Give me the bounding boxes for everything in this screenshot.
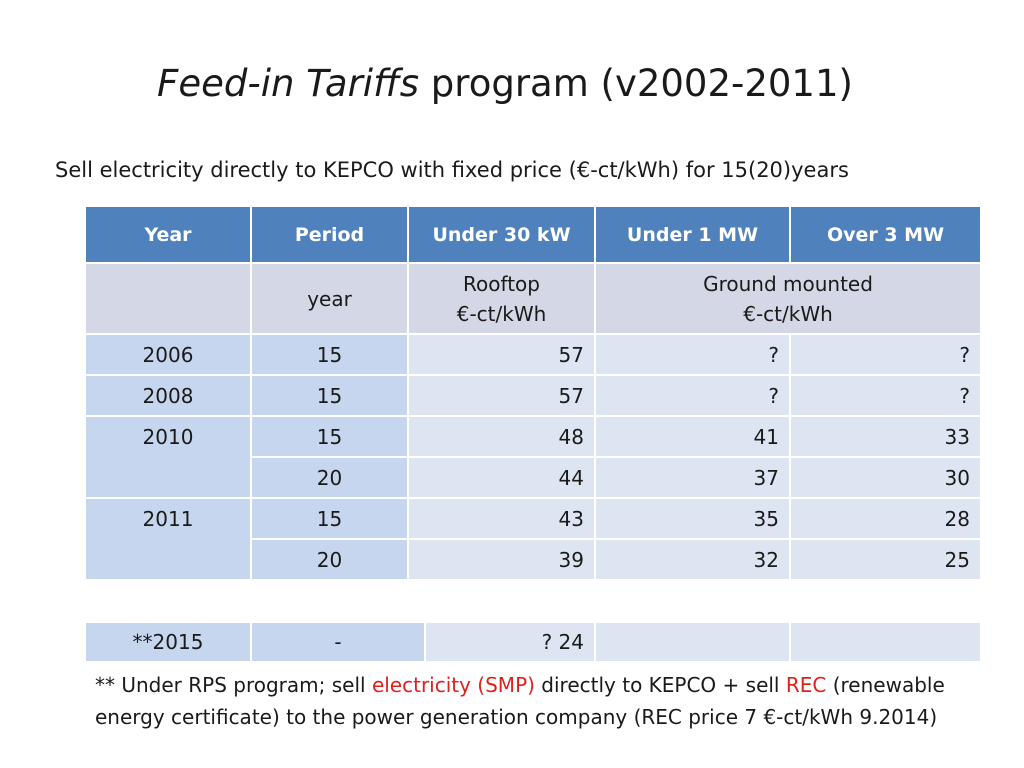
table-header-row: Year Period Under 30 kW Under 1 MW Over … bbox=[85, 206, 981, 263]
cell-period: 15 bbox=[251, 375, 408, 416]
cell-under-30kw: 48 bbox=[408, 416, 595, 457]
footnote: ** Under RPS program; sell electricity (… bbox=[95, 669, 995, 733]
cell-empty bbox=[790, 622, 981, 662]
unit-period: year bbox=[251, 263, 408, 334]
cell-period: 15 bbox=[251, 498, 408, 539]
table-row: 2011 15 43 35 28 bbox=[85, 498, 981, 539]
table-row: 2010 15 48 41 33 bbox=[85, 416, 981, 457]
tariff-table: Year Period Under 30 kW Under 1 MW Over … bbox=[84, 205, 982, 581]
unit-year-empty bbox=[85, 263, 251, 334]
header-under-30kw: Under 30 kW bbox=[408, 206, 595, 263]
cell-over-3mw: 28 bbox=[790, 498, 981, 539]
unit-ground-mounted: Ground mounted €-ct/kWh bbox=[595, 263, 981, 334]
cell-under-1mw: ? bbox=[595, 334, 790, 375]
table-row: 2008 15 57 ? ? bbox=[85, 375, 981, 416]
table-row: **2015 - ? 24 bbox=[85, 622, 981, 662]
cell-over-3mw: ? bbox=[790, 375, 981, 416]
unit-ground-line2: €-ct/kWh bbox=[596, 299, 980, 329]
cell-period: - bbox=[251, 622, 425, 662]
cell-year: 2008 bbox=[85, 375, 251, 416]
title-italic: Feed-in Tariffs bbox=[157, 62, 419, 105]
cell-under-1mw: 41 bbox=[595, 416, 790, 457]
footnote-rec: REC bbox=[786, 673, 827, 697]
cell-under-1mw: ? bbox=[595, 375, 790, 416]
header-over-3mw: Over 3 MW bbox=[790, 206, 981, 263]
unit-rooftop-line1: Rooftop bbox=[409, 269, 594, 299]
cell-period: 15 bbox=[251, 416, 408, 457]
cell-under-1mw: 37 bbox=[595, 457, 790, 498]
cell-period: 20 bbox=[251, 539, 408, 580]
cell-under-30kw: 39 bbox=[408, 539, 595, 580]
cell-under-30kw: 57 bbox=[408, 375, 595, 416]
cell-under-1mw: 32 bbox=[595, 539, 790, 580]
unit-row: year Rooftop €-ct/kWh Ground mounted €-c… bbox=[85, 263, 981, 334]
unit-rooftop: Rooftop €-ct/kWh bbox=[408, 263, 595, 334]
rps-table: **2015 - ? 24 bbox=[84, 621, 982, 663]
footnote-part1: ** Under RPS program; sell bbox=[95, 673, 372, 697]
cell-under-30kw: 43 bbox=[408, 498, 595, 539]
cell-year: 2011 bbox=[85, 498, 251, 580]
cell-year: 2006 bbox=[85, 334, 251, 375]
table-row: 2006 15 57 ? ? bbox=[85, 334, 981, 375]
cell-value: ? 24 bbox=[425, 622, 595, 662]
slide-subtitle: Sell electricity directly to KEPCO with … bbox=[55, 158, 849, 182]
header-period: Period bbox=[251, 206, 408, 263]
title-rest: program (v2002-2011) bbox=[419, 62, 853, 105]
cell-over-3mw: 33 bbox=[790, 416, 981, 457]
cell-period: 20 bbox=[251, 457, 408, 498]
cell-over-3mw: 30 bbox=[790, 457, 981, 498]
cell-under-30kw: 44 bbox=[408, 457, 595, 498]
footnote-part2: directly to KEPCO + sell bbox=[535, 673, 786, 697]
cell-under-30kw: 57 bbox=[408, 334, 595, 375]
footnote-electricity-smp: electricity (SMP) bbox=[372, 673, 535, 697]
unit-ground-line1: Ground mounted bbox=[596, 269, 980, 299]
cell-over-3mw: 25 bbox=[790, 539, 981, 580]
cell-empty bbox=[595, 622, 790, 662]
header-under-1mw: Under 1 MW bbox=[595, 206, 790, 263]
header-year: Year bbox=[85, 206, 251, 263]
cell-over-3mw: ? bbox=[790, 334, 981, 375]
unit-rooftop-line2: €-ct/kWh bbox=[409, 299, 594, 329]
cell-under-1mw: 35 bbox=[595, 498, 790, 539]
cell-year: **2015 bbox=[85, 622, 251, 662]
cell-period: 15 bbox=[251, 334, 408, 375]
slide-title: Feed-in Tariffs program (v2002-2011) bbox=[0, 62, 1010, 105]
cell-year: 2010 bbox=[85, 416, 251, 498]
